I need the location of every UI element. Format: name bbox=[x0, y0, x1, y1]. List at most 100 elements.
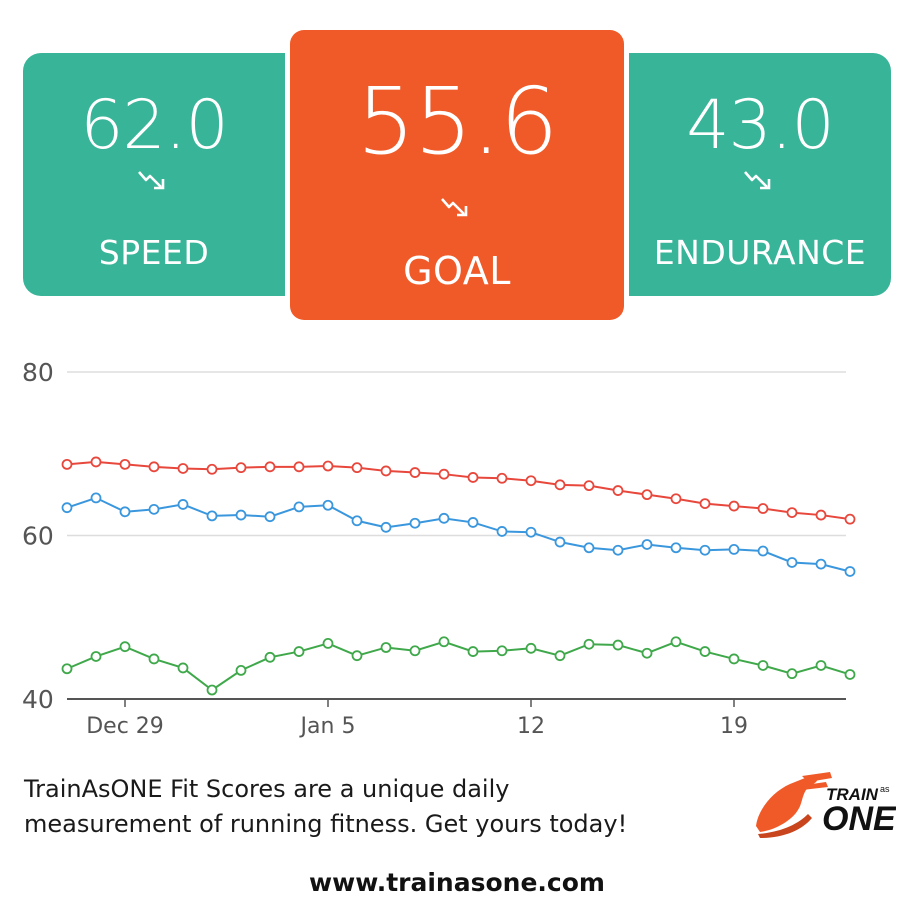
data-point bbox=[496, 472, 508, 484]
data-point bbox=[206, 684, 218, 696]
trending-down-icon bbox=[138, 171, 165, 190]
data-point bbox=[757, 660, 769, 671]
data-point bbox=[438, 636, 450, 648]
data-point bbox=[815, 558, 827, 570]
x-tick-label: 12 bbox=[517, 714, 545, 739]
data-point bbox=[728, 500, 740, 512]
data-point bbox=[177, 463, 189, 474]
data-point bbox=[728, 543, 740, 555]
data-point bbox=[699, 498, 711, 510]
data-point bbox=[583, 480, 595, 492]
chart-grid: 40 60 80 bbox=[22, 358, 846, 714]
data-point bbox=[786, 507, 798, 519]
y-tick-label: 60 bbox=[22, 522, 54, 551]
data-point bbox=[264, 511, 276, 523]
data-point bbox=[264, 651, 276, 663]
endurance-card: 43.0 ENDURANCE bbox=[629, 53, 891, 296]
data-point bbox=[670, 636, 682, 648]
endurance-score: 43.0 bbox=[686, 86, 834, 165]
data-point bbox=[235, 509, 247, 521]
data-point bbox=[90, 651, 102, 662]
data-point bbox=[641, 647, 653, 659]
data-point bbox=[844, 566, 856, 577]
data-point bbox=[641, 539, 653, 550]
data-point bbox=[148, 503, 160, 515]
trending-down-icon bbox=[744, 171, 771, 190]
data-point bbox=[61, 663, 73, 675]
data-point bbox=[380, 521, 392, 533]
data-point bbox=[670, 542, 682, 554]
website-url[interactable]: www.trainasone.com bbox=[309, 868, 605, 897]
data-point bbox=[322, 460, 334, 472]
data-point bbox=[844, 669, 856, 680]
data-point bbox=[438, 468, 450, 480]
data-point bbox=[322, 499, 334, 511]
data-point bbox=[409, 645, 421, 657]
data-point bbox=[351, 515, 363, 527]
data-point bbox=[583, 638, 595, 650]
fit-score-chart: 40 60 80 Dec 29 Jan 5 12 19 bbox=[22, 358, 856, 739]
speed-score: 62.0 bbox=[80, 86, 228, 165]
data-point bbox=[786, 668, 798, 680]
data-point bbox=[496, 645, 508, 657]
speed-label: SPEED bbox=[98, 233, 210, 272]
data-point bbox=[728, 653, 740, 665]
data-point bbox=[206, 463, 218, 475]
data-point bbox=[612, 485, 624, 496]
data-point bbox=[757, 503, 769, 514]
svg-text:as: as bbox=[880, 784, 890, 794]
data-point bbox=[119, 506, 131, 518]
data-point bbox=[757, 545, 769, 557]
data-point bbox=[699, 544, 711, 556]
data-point bbox=[641, 489, 653, 501]
svg-text:TRAIN: TRAIN bbox=[826, 785, 879, 804]
goal-card: 55.6 GOAL bbox=[290, 30, 624, 320]
data-point bbox=[525, 475, 537, 487]
data-point bbox=[177, 662, 189, 674]
data-point bbox=[119, 458, 131, 470]
data-point bbox=[467, 517, 479, 528]
y-tick-label: 80 bbox=[22, 358, 54, 387]
data-point bbox=[61, 458, 73, 470]
speed-card: 62.0 SPEED bbox=[23, 53, 285, 296]
data-point bbox=[61, 502, 73, 514]
data-point bbox=[293, 501, 305, 513]
data-point bbox=[844, 513, 856, 525]
trainasone-logo: TRAIN as ONE bbox=[756, 772, 896, 838]
data-point bbox=[554, 536, 566, 548]
x-tick-label: Jan 5 bbox=[299, 714, 356, 739]
series-line bbox=[66, 496, 851, 573]
x-tick-label: Dec 29 bbox=[86, 714, 164, 739]
data-point bbox=[554, 479, 566, 491]
data-point bbox=[148, 461, 160, 473]
data-point bbox=[438, 512, 450, 524]
data-point bbox=[699, 646, 711, 657]
chart-series bbox=[61, 456, 856, 696]
data-point bbox=[322, 638, 334, 649]
data-point bbox=[177, 499, 189, 510]
data-point bbox=[351, 462, 363, 474]
data-point bbox=[583, 542, 595, 554]
data-point bbox=[409, 517, 421, 529]
data-point bbox=[612, 639, 624, 651]
chart-x-axis: Dec 29 Jan 5 12 19 bbox=[86, 699, 748, 739]
data-point bbox=[90, 456, 102, 468]
data-point bbox=[815, 509, 827, 521]
data-point bbox=[815, 660, 827, 671]
endurance-label: ENDURANCE bbox=[653, 233, 867, 272]
data-point bbox=[525, 526, 537, 538]
data-point bbox=[235, 664, 247, 676]
data-point bbox=[786, 557, 798, 568]
data-point bbox=[467, 472, 479, 483]
data-point bbox=[119, 641, 131, 653]
goal-label: GOAL bbox=[403, 249, 511, 293]
y-tick-label: 40 bbox=[22, 685, 54, 714]
goal-score: 55.6 bbox=[356, 68, 559, 175]
x-tick-label: 19 bbox=[720, 714, 748, 739]
series-line bbox=[66, 640, 851, 692]
data-point bbox=[467, 646, 479, 657]
data-point bbox=[293, 646, 305, 657]
data-point bbox=[206, 510, 218, 522]
data-point bbox=[148, 653, 160, 665]
data-point bbox=[554, 650, 566, 662]
